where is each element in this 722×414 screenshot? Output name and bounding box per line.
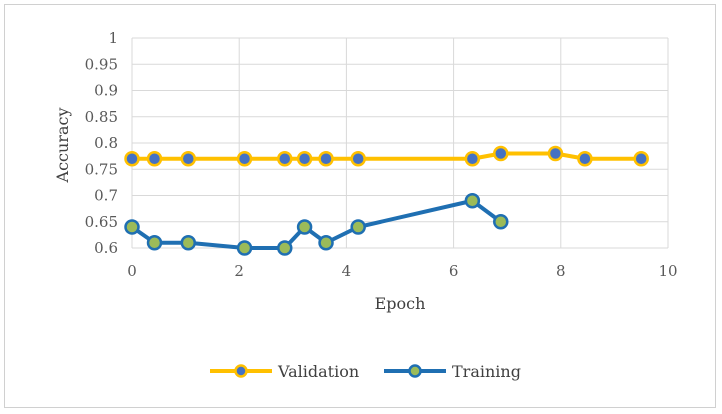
x-tick-label: 10 (658, 262, 677, 280)
data-point-training (296, 219, 313, 235)
data-point-validation (296, 151, 313, 167)
x-tick-label: 0 (127, 262, 137, 280)
y-axis-ticks: 0.6 0.65 0.7 0.75 0.8 0.85 0.9 0.95 1 (85, 29, 118, 257)
data-point-training (180, 235, 197, 251)
data-point-validation (236, 151, 253, 167)
data-point-training (236, 240, 253, 256)
data-point-training (493, 214, 509, 230)
data-point-validation (547, 145, 564, 162)
data-point-validation (318, 151, 334, 167)
series-line-training (130, 198, 502, 250)
y-tick-label: 0.9 (94, 82, 118, 100)
legend-label: Validation (277, 362, 359, 381)
data-point-validation (464, 151, 481, 167)
y-axis-title: Accuracy (53, 108, 72, 184)
data-point-validation (633, 151, 649, 167)
data-point-validation (124, 151, 140, 167)
y-tick-label: 0.7 (94, 187, 118, 205)
y-tick-label: 0.75 (85, 160, 118, 178)
y-tick-label: 0.85 (85, 108, 118, 126)
series-validation (124, 145, 649, 167)
legend-item-validation: Validation (210, 362, 359, 381)
series-training (124, 193, 509, 256)
data-point-validation (146, 151, 163, 167)
x-axis-title: Epoch (375, 294, 426, 313)
legend-swatch-marker (234, 364, 248, 378)
x-tick-label: 4 (342, 262, 352, 280)
data-point-training (146, 235, 163, 251)
x-tick-label: 2 (234, 262, 244, 280)
legend: Validation Training (210, 362, 521, 381)
x-axis-ticks: 0 2 4 6 8 10 (127, 262, 677, 280)
data-point-validation (180, 151, 197, 167)
data-point-training (277, 240, 293, 256)
legend-item-training: Training (384, 362, 521, 381)
x-tick-label: 6 (449, 262, 459, 280)
data-point-training (350, 219, 366, 235)
data-point-training (318, 235, 334, 251)
series-line-validation (132, 151, 642, 161)
y-tick-label: 0.8 (94, 134, 118, 152)
legend-swatch-marker (408, 364, 422, 378)
legend-label: Training (452, 362, 521, 381)
y-tick-label: 0.6 (94, 239, 118, 257)
y-tick-label: 1 (108, 29, 118, 47)
data-point-validation (577, 151, 593, 167)
data-point-training (464, 193, 481, 209)
y-tick-label: 0.65 (85, 213, 118, 231)
chart-frame (4, 4, 716, 408)
gridlines (131, 37, 669, 249)
series-layer (124, 145, 649, 256)
data-point-training (124, 219, 140, 235)
y-tick-label: 0.95 (85, 55, 118, 73)
x-tick-label: 8 (556, 262, 566, 280)
data-point-validation (493, 145, 509, 162)
data-point-validation (277, 151, 293, 167)
data-point-validation (350, 151, 366, 167)
